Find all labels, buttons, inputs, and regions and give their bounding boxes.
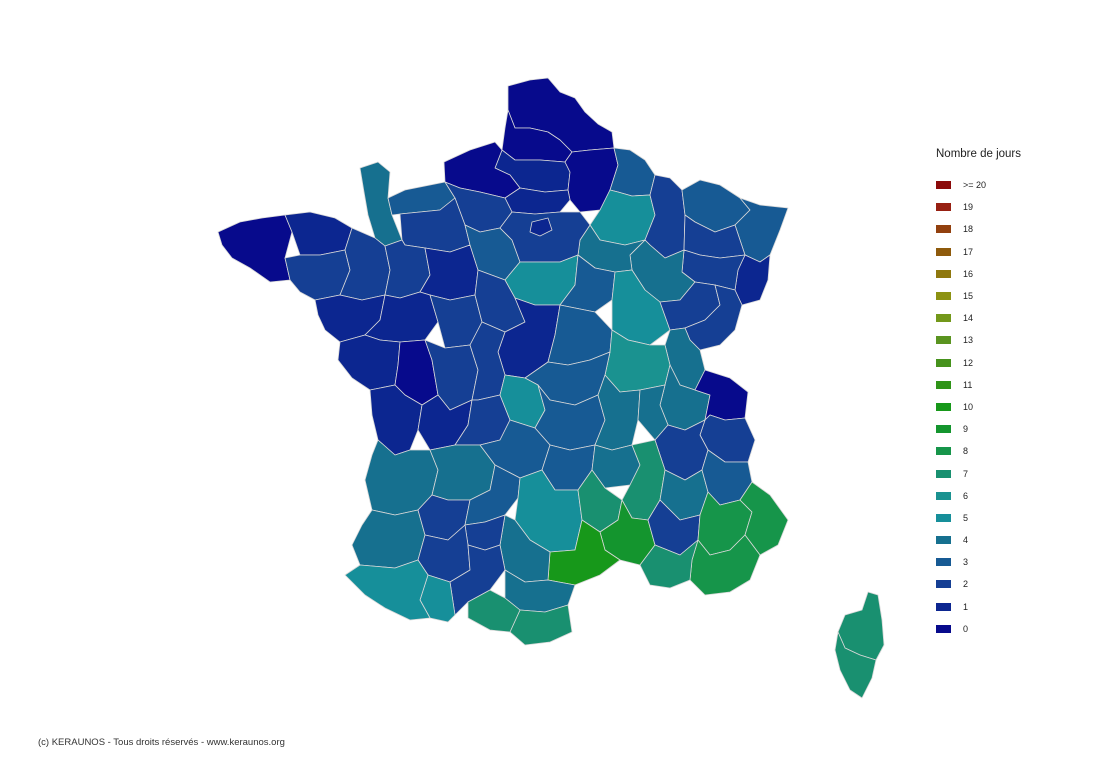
dept-dordogne [429,444,496,501]
legend-label: 7 [963,468,969,479]
legend-label: 0 [963,623,969,634]
legend-items: >= 20 19 18 17 16 15 14 13 12 11 10 9 8 7 6 5 4 3 2 1 0 [936,174,1056,640]
legend-label: 15 [963,291,974,302]
legend-row: 13 [936,329,1056,351]
legend-row: 6 [936,485,1056,507]
legend-label: 3 [963,557,969,568]
dept-oise [504,187,571,215]
legend-swatch [936,602,951,611]
dept-vendee [337,334,401,391]
dept-ariege [467,589,521,633]
legend-swatch [936,491,951,500]
dept-aisne [564,147,619,213]
legend-label: 9 [963,424,969,435]
legend-label: 10 [963,401,974,412]
legend-row: 19 [936,196,1056,218]
legend-swatch [936,558,951,567]
legend-row: 11 [936,374,1056,396]
dept-cotes-d-armor [284,211,353,256]
legend-row: 0 [936,618,1056,640]
legend-label: 19 [963,202,974,213]
legend-swatch [936,469,951,478]
legend-label: 16 [963,268,974,279]
legend-swatch [936,447,951,456]
legend-label: 12 [963,357,974,368]
dept-landes [351,509,426,569]
legend-swatch [936,247,951,256]
dept-ardennes [609,147,656,197]
legend-row: 2 [936,573,1056,595]
dept-bouches-du-rhone [639,539,699,589]
legend-swatch [936,402,951,411]
dept-morbihan [284,249,351,301]
dept-cote-d-or [611,269,671,346]
departments-layer [217,77,885,699]
legend-row: 14 [936,307,1056,329]
legend-row: >= 20 [936,174,1056,196]
legend-label: 8 [963,446,969,457]
legend-row: 15 [936,285,1056,307]
legend-swatch [936,292,951,301]
legend-label: >= 20 [963,180,987,191]
legend-label: 18 [963,224,974,235]
legend-label: 6 [963,490,969,501]
legend-label: 5 [963,512,969,523]
dept-finistere [217,214,293,283]
dept-corse-du-sud [834,631,877,699]
legend-label: 11 [963,379,973,390]
legend-swatch [936,380,951,389]
legend-row: 12 [936,352,1056,374]
legend-row: 18 [936,218,1056,240]
legend-swatch [936,336,951,345]
legend-row: 7 [936,462,1056,484]
legend-row: 17 [936,241,1056,263]
dept-pyrenees-orientales [509,604,573,646]
legend-swatch [936,536,951,545]
legend-row: 16 [936,263,1056,285]
legend-label: 4 [963,535,969,546]
legend-label: 14 [963,313,974,324]
legend-row: 5 [936,507,1056,529]
legend-label: 13 [963,335,974,346]
legend-swatch [936,203,951,212]
legend-swatch [936,314,951,323]
legend-swatch [936,225,951,234]
legend-swatch [936,624,951,633]
legend-row: 8 [936,440,1056,462]
dept-paris [529,217,553,237]
legend-swatch [936,513,951,522]
legend-swatch [936,425,951,434]
dept-loire [594,374,641,451]
copyright-notice: (c) KERAUNOS - Tous droits réservés - ww… [38,737,285,748]
legend-label: 2 [963,579,969,590]
map-legend: Nombre de jours >= 20 19 18 17 16 15 14 13 12 11 1… [936,148,1056,640]
legend-swatch [936,269,951,278]
legend-swatch [936,580,951,589]
legend-row: 3 [936,551,1056,573]
legend-row: 4 [936,529,1056,551]
legend-row: 9 [936,418,1056,440]
legend-title: Nombre de jours [936,148,1022,160]
legend-row: 10 [936,396,1056,418]
legend-label: 17 [963,246,974,257]
legend-swatch [936,358,951,367]
dept-charente-maritime [369,384,423,456]
dept-pyrenees-atlantiques [344,559,431,621]
legend-swatch [936,181,951,190]
legend-label: 1 [963,601,969,612]
legend-row: 1 [936,596,1056,618]
